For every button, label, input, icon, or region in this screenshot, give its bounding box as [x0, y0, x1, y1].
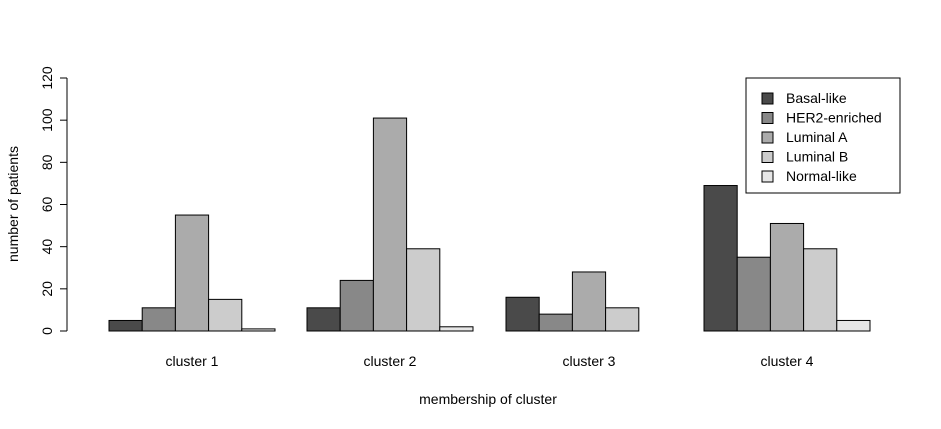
bar [339, 279, 374, 332]
legend-label: Luminal B [786, 149, 848, 165]
bar [372, 117, 408, 332]
legend-label: Normal-like [786, 168, 857, 184]
legend-label: HER2-enriched [786, 110, 882, 126]
y-tick-label: 120 [39, 66, 55, 90]
x-tick-label: cluster 2 [364, 353, 417, 369]
x-tick-label: cluster 3 [563, 353, 616, 369]
x-axis-labels: cluster 1 cluster 2 cluster 3 cluster 4 [166, 353, 814, 369]
x-axis-title: membership of cluster [419, 391, 557, 407]
y-tick-label: 20 [39, 281, 55, 297]
legend-swatch [761, 131, 774, 144]
legend-swatch [761, 151, 774, 163]
legend-swatch [761, 112, 774, 124]
bar [108, 319, 143, 332]
y-axis-title: number of patients [5, 146, 21, 262]
legend-label: Luminal A [786, 129, 848, 145]
bar [571, 271, 607, 332]
bar [241, 328, 276, 332]
bar [406, 248, 441, 332]
bar [208, 298, 243, 332]
bar [769, 222, 805, 332]
bar [703, 185, 738, 332]
bar [141, 307, 176, 332]
legend: Basal-like HER2-enriched Luminal A Luminal … [745, 77, 901, 194]
bar [736, 256, 771, 332]
bars [108, 117, 871, 332]
legend-label: Basal-like [786, 90, 847, 106]
bar [174, 214, 210, 332]
legend-swatch [761, 92, 774, 105]
bar [836, 319, 871, 332]
bar [538, 313, 573, 332]
y-tick-label: 60 [39, 197, 55, 213]
bar [803, 248, 838, 332]
legend-swatch [761, 170, 774, 183]
y-tick-label: 100 [39, 108, 55, 132]
y-tick-label: 80 [39, 154, 55, 170]
x-tick-label: cluster 4 [761, 353, 814, 369]
y-axis: 0 20 40 60 80 100 120 [39, 66, 68, 335]
y-tick-label: 0 [39, 327, 55, 335]
x-tick-label: cluster 1 [166, 353, 219, 369]
bar [306, 307, 341, 332]
y-tick-label: 40 [39, 239, 55, 255]
bar [605, 307, 640, 332]
bar [439, 326, 474, 332]
bar [505, 296, 540, 332]
